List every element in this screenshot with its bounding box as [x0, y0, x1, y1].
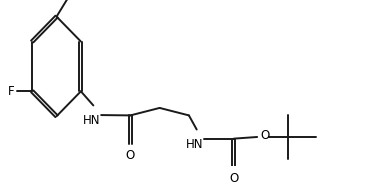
Text: F: F [8, 85, 15, 98]
Text: HN: HN [186, 138, 204, 151]
Text: O: O [260, 129, 269, 142]
Text: O: O [126, 149, 135, 162]
Text: O: O [229, 172, 238, 184]
Text: HN: HN [83, 114, 100, 127]
